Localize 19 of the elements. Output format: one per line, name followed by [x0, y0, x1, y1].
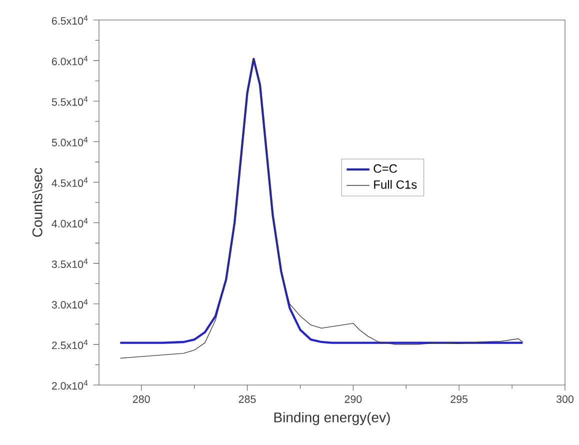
y-tick-label: 2.5x10$^{4}$: [52, 340, 88, 350]
x-tick-label: 295: [450, 395, 468, 403]
y-tick-label: 6.5x10$^{4}$: [52, 15, 88, 25]
y-tick-label: 6.0x10$^{4}$: [52, 56, 88, 66]
y-tick-label: 3.5x10$^{4}$: [52, 258, 88, 268]
x-tick-label: 280: [133, 395, 150, 403]
x-tick-label: 290: [344, 395, 362, 403]
x-axis-title: Binding energy(ev): [274, 412, 390, 426]
x-tick-label: 300: [556, 395, 574, 403]
legend-label: C=C: [374, 164, 398, 173]
y-axis-title: Counts\sec: [32, 168, 42, 237]
y-tick-label: 3.0x10$^{4}$: [52, 299, 88, 309]
y-tick-label: 5.0x10$^{4}$: [52, 136, 88, 146]
legend-label: Full C1s: [374, 180, 417, 189]
y-tick-label: 2.0x10$^{4}$: [52, 380, 88, 390]
y-tick-label: 4.5x10$^{4}$: [52, 178, 88, 187]
x-tick-label: 285: [238, 395, 256, 403]
y-tick-label: 4.0x10$^{4}$: [52, 218, 88, 228]
y-tick-label: 5.5x10$^{4}$: [52, 96, 88, 106]
